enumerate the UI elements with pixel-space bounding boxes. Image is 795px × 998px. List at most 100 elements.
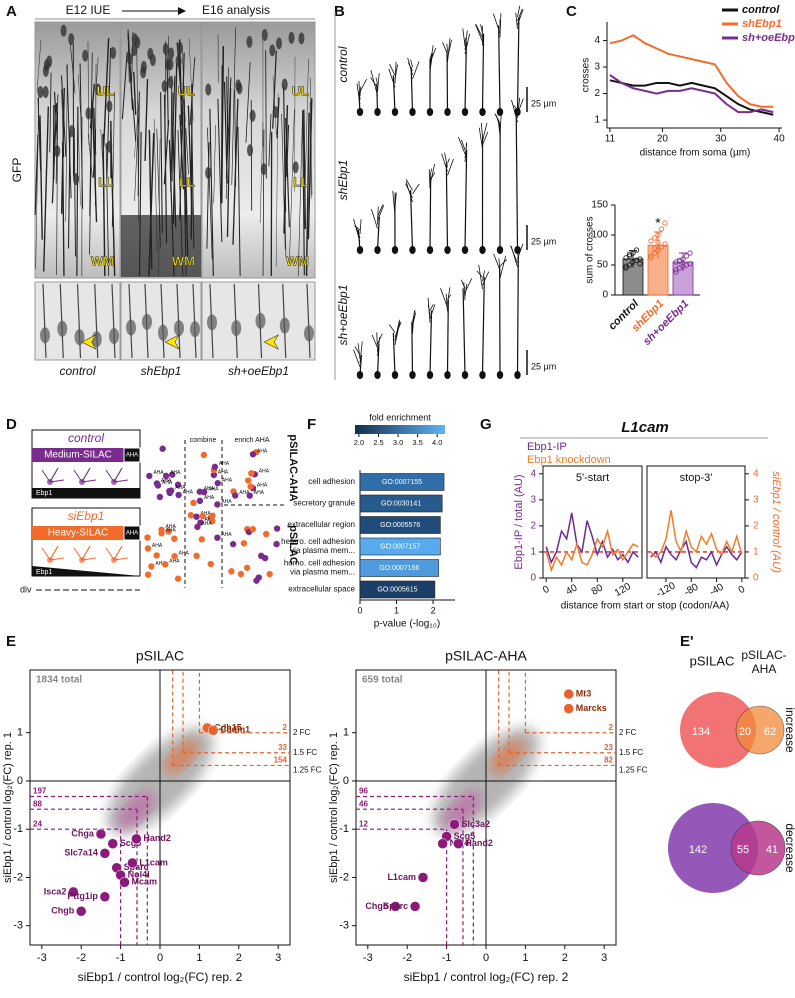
dot-tag: AHA xyxy=(221,532,232,538)
neurite xyxy=(286,124,290,177)
neurite xyxy=(102,133,106,277)
dendrite xyxy=(493,253,501,271)
dendrite xyxy=(353,218,361,243)
legend-label: shEbp1 xyxy=(742,18,782,30)
labeled-point xyxy=(563,703,574,714)
gene-label: Nol4l xyxy=(128,869,150,879)
neurite xyxy=(89,52,93,217)
dendrite xyxy=(370,70,378,96)
threshold-label: 1.5 FC xyxy=(293,748,317,757)
neurite xyxy=(185,128,189,175)
y-tick-label: 1 xyxy=(17,727,23,739)
cell-body xyxy=(91,331,102,348)
layer-label: LL xyxy=(179,174,195,189)
threshold-label: 2 FC xyxy=(619,728,637,737)
neurite xyxy=(168,139,175,277)
chart-title: pSILAC xyxy=(136,648,184,664)
y2-tick-label: 4 xyxy=(753,468,759,479)
neurite xyxy=(111,283,116,359)
set-label: AHA xyxy=(752,662,777,676)
neurite xyxy=(61,88,65,158)
panel-label: G xyxy=(480,416,492,433)
soma xyxy=(374,246,381,254)
soma xyxy=(444,371,451,379)
dot-tag: AHA xyxy=(257,449,268,455)
count-label: 24 xyxy=(33,819,42,828)
peptide-dot xyxy=(171,553,178,560)
axis-title: siEbp1 / control (AU) xyxy=(770,471,782,573)
peptide-dot xyxy=(198,536,205,543)
dendrite xyxy=(475,24,483,42)
peptide-dot xyxy=(153,552,160,559)
go-id: GO:0005576 xyxy=(380,522,420,529)
data-point xyxy=(637,261,643,267)
gene-label: Slc7a14 xyxy=(64,848,98,858)
peptide-dot xyxy=(171,535,178,542)
panel-label: F xyxy=(307,416,316,433)
y-tick-label: 3 xyxy=(594,62,600,73)
tag-label: AHA xyxy=(126,531,138,537)
set-label: pSILAC xyxy=(690,653,735,668)
peptide-dot xyxy=(211,463,219,471)
cell-body xyxy=(168,47,175,60)
gene-label: Sparc xyxy=(124,862,149,872)
y-tick-label: -2 xyxy=(339,871,349,883)
labeled-point xyxy=(449,819,460,830)
protein-label: Ebp1 xyxy=(36,569,52,576)
y-tick-label: 3 xyxy=(530,495,536,506)
dendrite xyxy=(429,163,436,185)
dot-tag: AHA xyxy=(222,477,233,483)
neurite xyxy=(206,141,210,249)
condition-label: control xyxy=(68,431,104,445)
bar xyxy=(359,537,441,556)
neurite xyxy=(42,283,47,359)
labeled-point xyxy=(95,828,107,840)
soma xyxy=(47,557,53,563)
axis-title: siEbp1 / control log₂(FC) rep. 2 xyxy=(78,970,243,984)
dendrite xyxy=(499,13,502,38)
y2-tick-label: 2 xyxy=(753,521,759,532)
layer-label: LL xyxy=(293,174,309,189)
neurite xyxy=(56,111,58,275)
neurite xyxy=(111,91,115,227)
neurite xyxy=(234,89,237,187)
soma xyxy=(47,479,53,485)
cell-body xyxy=(167,76,174,89)
dendrite xyxy=(357,343,361,360)
x-tick-label: 80 xyxy=(590,582,606,597)
neurite xyxy=(213,124,216,204)
neurite xyxy=(67,130,71,249)
dendrite xyxy=(498,258,501,275)
data-point xyxy=(683,253,690,259)
dendrite xyxy=(441,153,448,172)
soma xyxy=(391,246,399,254)
peptide-dot xyxy=(214,479,221,487)
subplot-title: stop-3' xyxy=(680,472,713,484)
data-point xyxy=(623,265,629,271)
silac-label: Medium-SILAC xyxy=(44,450,112,461)
dot-tag: AHA xyxy=(221,499,232,505)
dendrite xyxy=(482,122,488,141)
count-label: 2 xyxy=(283,723,288,732)
arrowhead-marker xyxy=(81,334,97,350)
soma xyxy=(496,246,504,254)
cell-body xyxy=(205,166,212,179)
layer-label: WM xyxy=(286,253,309,268)
neurite xyxy=(35,96,40,270)
dendrite xyxy=(359,86,362,97)
step-label: combine xyxy=(190,437,217,444)
data-point xyxy=(626,262,633,268)
dendrite xyxy=(461,139,466,151)
dot-tag: AHA xyxy=(239,490,250,496)
dot-tag: AHA xyxy=(201,521,212,527)
count-label: 46 xyxy=(359,799,368,808)
dot-tag: AHA xyxy=(219,461,230,467)
legend-label: control xyxy=(742,4,780,16)
go-id: GO:0007155 xyxy=(382,479,422,486)
dendrite xyxy=(376,343,380,376)
bar xyxy=(359,473,445,491)
panel-label: C xyxy=(566,3,577,20)
cell-body xyxy=(161,80,168,93)
neurite xyxy=(43,106,50,272)
labeled-point xyxy=(563,688,574,700)
